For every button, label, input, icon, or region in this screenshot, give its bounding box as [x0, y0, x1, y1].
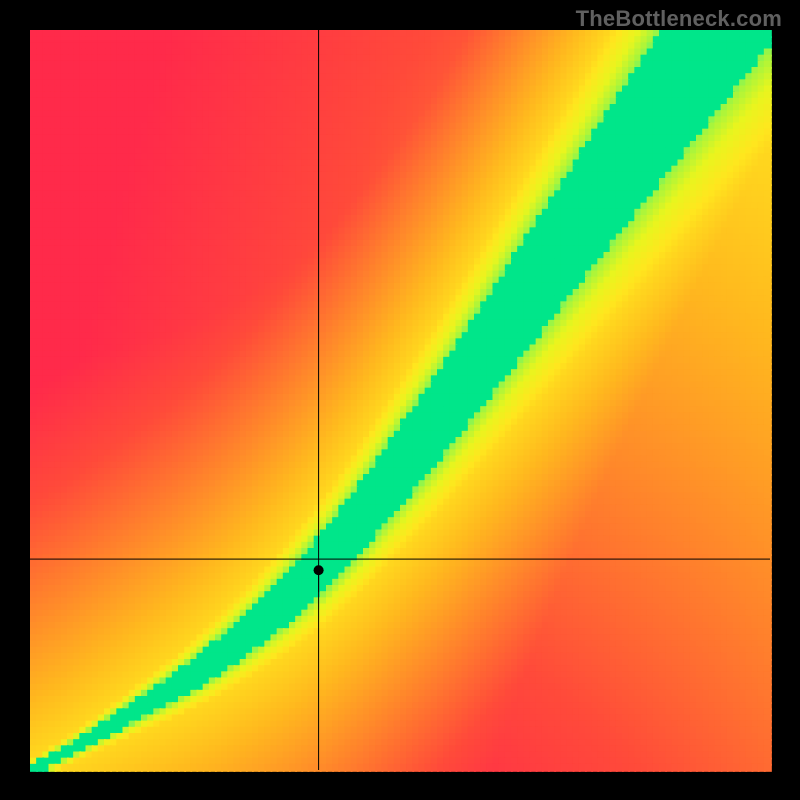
- chart-container: TheBottleneck.com: [0, 0, 800, 800]
- bottleneck-heatmap: [0, 0, 800, 800]
- watermark-label: TheBottleneck.com: [576, 6, 782, 32]
